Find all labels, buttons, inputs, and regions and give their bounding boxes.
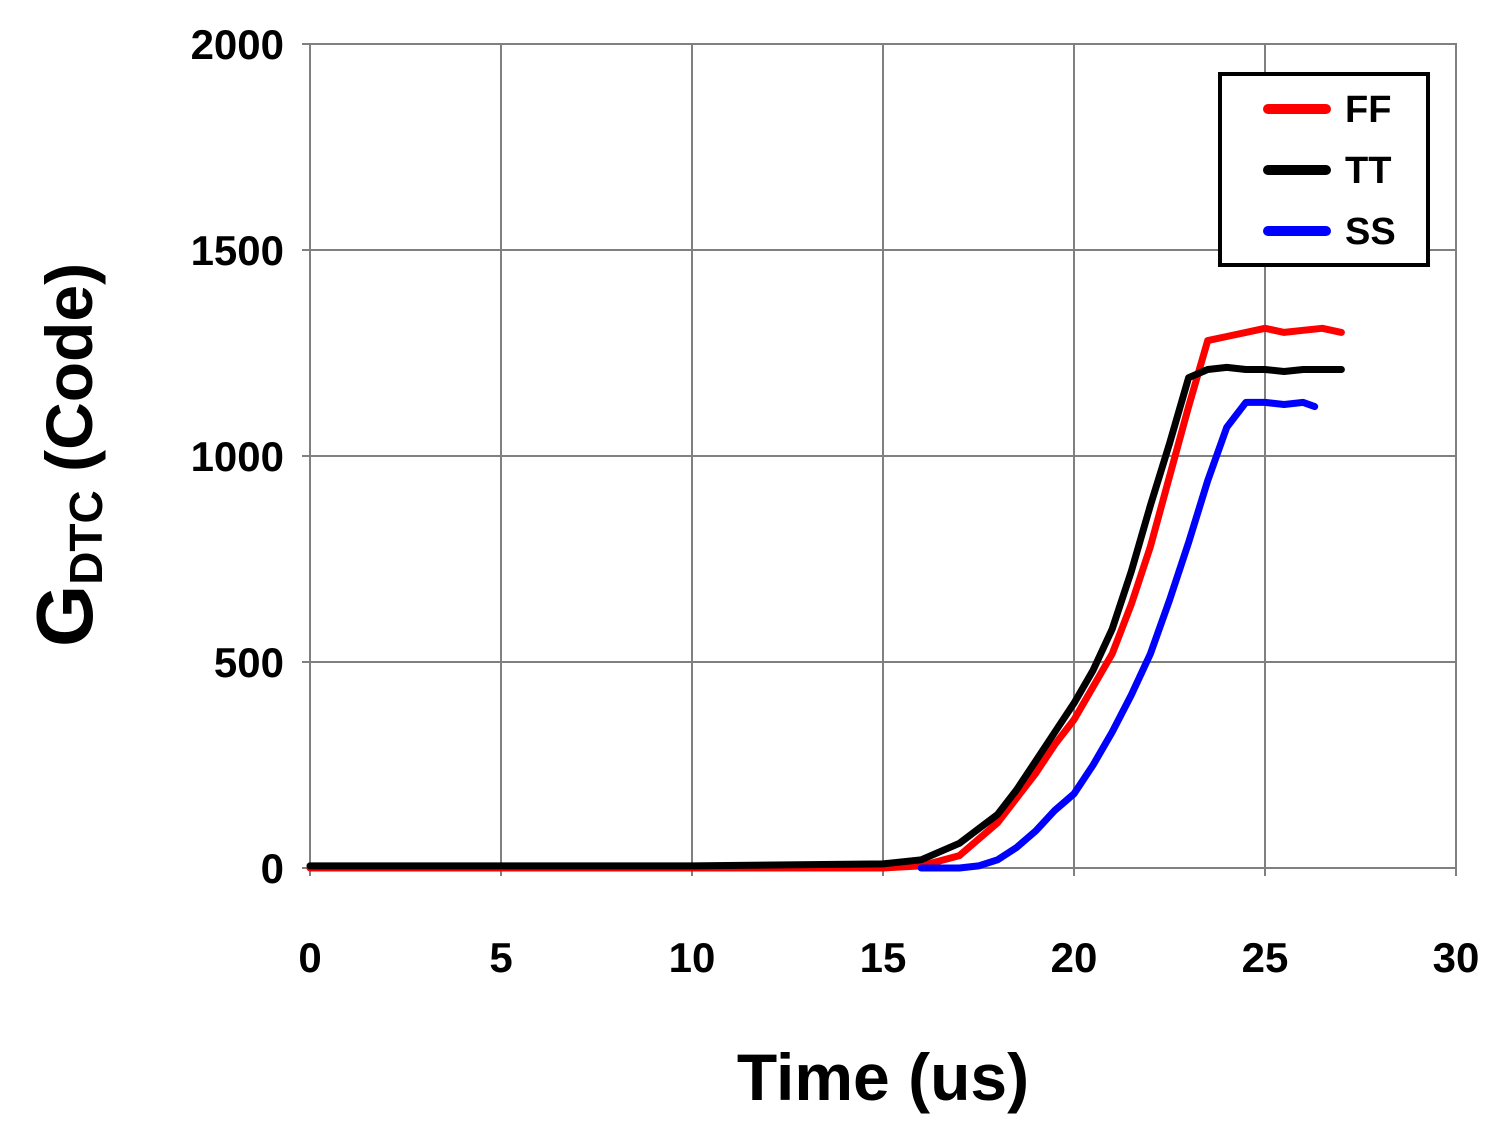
- x-tick-label-10: 10: [669, 934, 716, 981]
- y-tick-label-2000: 2000: [191, 21, 284, 68]
- series-line-ff: [306, 324, 1345, 872]
- y-axis-title: GDTC (Code): [20, 263, 112, 647]
- y-axis-title-subscript: DTC: [60, 490, 112, 585]
- legend-label-ss: SS: [1345, 211, 1396, 253]
- legend-items: FF TT SS: [1263, 89, 1396, 253]
- x-axis-title: Time (us): [737, 1040, 1029, 1114]
- series-line-ss: [917, 398, 1319, 872]
- x-tick-label-15: 15: [860, 934, 907, 981]
- series-layer: [306, 324, 1345, 872]
- x-tick-label-20: 20: [1051, 934, 1098, 981]
- x-tick-label-30: 30: [1433, 934, 1480, 981]
- y-tick-label-0: 0: [261, 845, 284, 892]
- y-tick-label-1500: 1500: [191, 227, 284, 274]
- x-axis-tick-labels: 0 5 10 15 20 25 30: [298, 868, 1479, 981]
- x-tick-label-5: 5: [489, 934, 512, 981]
- x-tick-label-25: 25: [1242, 934, 1289, 981]
- y-axis-title-main: G: [20, 585, 109, 647]
- y-tick-label-1000: 1000: [191, 433, 284, 480]
- y-axis-tick-labels: 0 500 1000 1500 2000: [191, 21, 310, 892]
- x-tick-label-0: 0: [298, 934, 321, 981]
- legend-label-ff: FF: [1345, 89, 1391, 131]
- legend: FF TT SS: [1218, 72, 1430, 267]
- y-axis-title-rest: (Code): [32, 263, 106, 490]
- series-line-tt: [306, 363, 1345, 870]
- legend-label-tt: TT: [1345, 150, 1391, 192]
- y-tick-label-500: 500: [214, 639, 284, 686]
